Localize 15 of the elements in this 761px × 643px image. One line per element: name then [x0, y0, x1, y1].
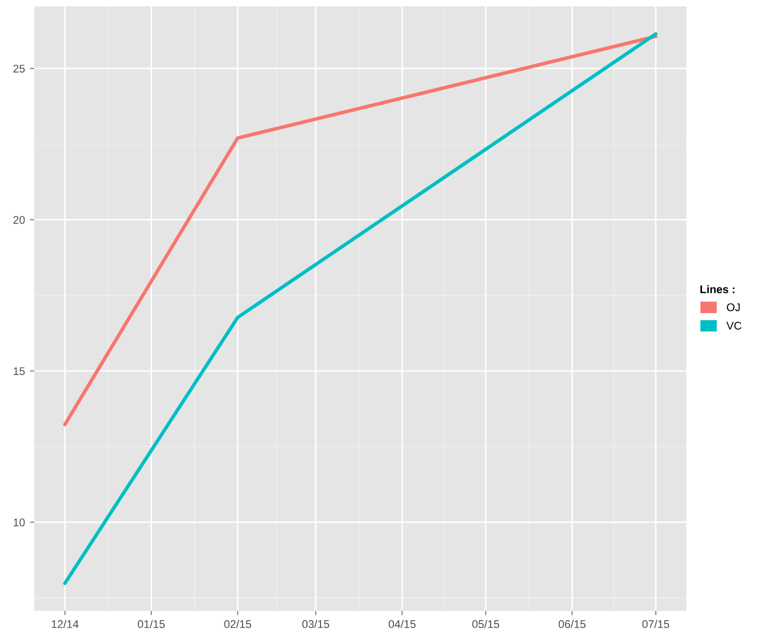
- y-tick-label: 15: [14, 367, 25, 376]
- legend-label: VC: [726, 322, 742, 330]
- x-tick-label: 02/15: [224, 620, 252, 628]
- legend-title: Lines :: [700, 285, 734, 294]
- x-tick-label: 04/15: [388, 620, 416, 628]
- x-tick-label: 03/15: [302, 620, 330, 628]
- x-tick-label: 12/14: [52, 620, 78, 628]
- x-tick-label: 06/15: [558, 620, 586, 628]
- legend-label: OJ: [726, 303, 740, 312]
- x-tick-label: 05/15: [472, 620, 500, 628]
- y-tick-label: 25: [13, 64, 25, 73]
- x-tick-label: 01/15: [138, 620, 165, 628]
- y-tick-label: 20: [13, 216, 25, 224]
- x-tick-label: 07/15: [642, 620, 670, 628]
- y-tick-label: 10: [14, 518, 25, 526]
